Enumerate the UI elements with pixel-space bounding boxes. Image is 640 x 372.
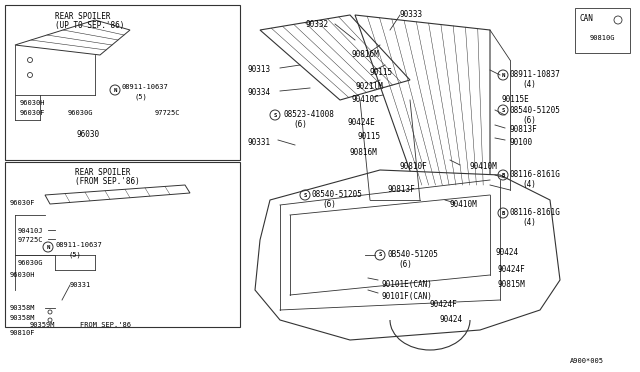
Text: (4): (4) <box>522 180 536 189</box>
Text: B: B <box>501 173 504 177</box>
Text: (FROM SEP.'86): (FROM SEP.'86) <box>75 177 140 186</box>
Text: S: S <box>501 108 504 112</box>
Bar <box>5 162 240 327</box>
Polygon shape <box>255 170 560 340</box>
Text: REAR SPOILER: REAR SPOILER <box>55 12 111 21</box>
Text: 90410J: 90410J <box>18 228 44 234</box>
Text: N: N <box>46 244 50 250</box>
Text: 90816M: 90816M <box>350 148 378 157</box>
Text: 90810F: 90810F <box>400 162 428 171</box>
Text: 90813F: 90813F <box>388 185 416 194</box>
Text: N: N <box>501 73 504 77</box>
Text: 0B540-51205: 0B540-51205 <box>388 250 439 259</box>
Text: (4): (4) <box>522 218 536 227</box>
Text: 90410M: 90410M <box>450 200 477 209</box>
Text: S: S <box>303 192 307 198</box>
Text: 90424E: 90424E <box>348 118 376 127</box>
Text: 90810F: 90810F <box>10 330 35 336</box>
Text: 90358M: 90358M <box>10 315 35 321</box>
Text: 08523-41008: 08523-41008 <box>283 110 334 119</box>
Text: 08911-10637: 08911-10637 <box>55 242 102 248</box>
Text: 9021lM: 9021lM <box>355 82 383 91</box>
Bar <box>5 5 240 160</box>
Text: 90331: 90331 <box>70 282 92 288</box>
Text: 90813F: 90813F <box>510 125 538 134</box>
Text: 90100: 90100 <box>510 138 533 147</box>
Text: S: S <box>378 253 381 257</box>
Text: (5): (5) <box>135 93 148 99</box>
Text: 90115E: 90115E <box>502 95 530 104</box>
Text: 90313: 90313 <box>248 65 271 74</box>
Text: 96030F: 96030F <box>20 110 45 116</box>
Text: FROM SEP.'86: FROM SEP.'86 <box>80 322 131 328</box>
Text: 97725C: 97725C <box>18 237 44 243</box>
Text: 08540-51205: 08540-51205 <box>510 106 561 115</box>
Text: 90410M: 90410M <box>470 162 498 171</box>
Text: (6): (6) <box>522 116 536 125</box>
Text: 90815M: 90815M <box>498 280 525 289</box>
Text: (UP TO SEP.'86): (UP TO SEP.'86) <box>55 21 124 30</box>
Text: (5): (5) <box>68 251 81 257</box>
Text: 90101E(CAN): 90101E(CAN) <box>382 280 433 289</box>
Text: 08540-51205: 08540-51205 <box>312 190 363 199</box>
Text: (6): (6) <box>398 260 412 269</box>
Bar <box>575 8 630 53</box>
Text: 96030H: 96030H <box>10 272 35 278</box>
Text: 90424: 90424 <box>440 315 463 324</box>
Text: (6): (6) <box>293 120 307 129</box>
Text: A900*005: A900*005 <box>570 358 604 364</box>
Text: 08116-8161G: 08116-8161G <box>510 170 561 179</box>
Text: 90101F(CAN): 90101F(CAN) <box>382 292 433 301</box>
Text: 90115: 90115 <box>370 68 393 77</box>
Text: 97725C: 97725C <box>155 110 180 116</box>
Text: 90424F: 90424F <box>498 265 525 274</box>
Text: 90334: 90334 <box>248 88 271 97</box>
Text: 90424: 90424 <box>495 248 518 257</box>
Text: REAR SPOILER: REAR SPOILER <box>75 168 131 177</box>
Text: 90410C: 90410C <box>352 95 380 104</box>
Text: 90359M: 90359M <box>30 322 56 328</box>
Text: 90332: 90332 <box>305 20 328 29</box>
Text: 08911-10637: 08911-10637 <box>122 84 169 90</box>
Text: 96030F: 96030F <box>10 200 35 206</box>
Text: S: S <box>273 112 276 118</box>
Text: 08116-8161G: 08116-8161G <box>510 208 561 217</box>
Text: B: B <box>501 211 504 215</box>
Text: 90358M: 90358M <box>10 305 35 311</box>
Text: 96030: 96030 <box>76 130 100 139</box>
Text: 90331: 90331 <box>248 138 271 147</box>
Text: 90816M: 90816M <box>352 50 380 59</box>
Text: (6): (6) <box>322 200 336 209</box>
Text: 90115: 90115 <box>358 132 381 141</box>
Text: 96030G: 96030G <box>18 260 44 266</box>
Text: N: N <box>113 87 116 93</box>
Text: CAN: CAN <box>580 14 594 23</box>
Text: 08911-10837: 08911-10837 <box>510 70 561 79</box>
Text: 90333: 90333 <box>400 10 423 19</box>
Text: 96030G: 96030G <box>68 110 93 116</box>
Text: 96030H: 96030H <box>20 100 45 106</box>
Text: (4): (4) <box>522 80 536 89</box>
Text: 90424F: 90424F <box>430 300 458 309</box>
Text: 90810G: 90810G <box>590 35 616 41</box>
